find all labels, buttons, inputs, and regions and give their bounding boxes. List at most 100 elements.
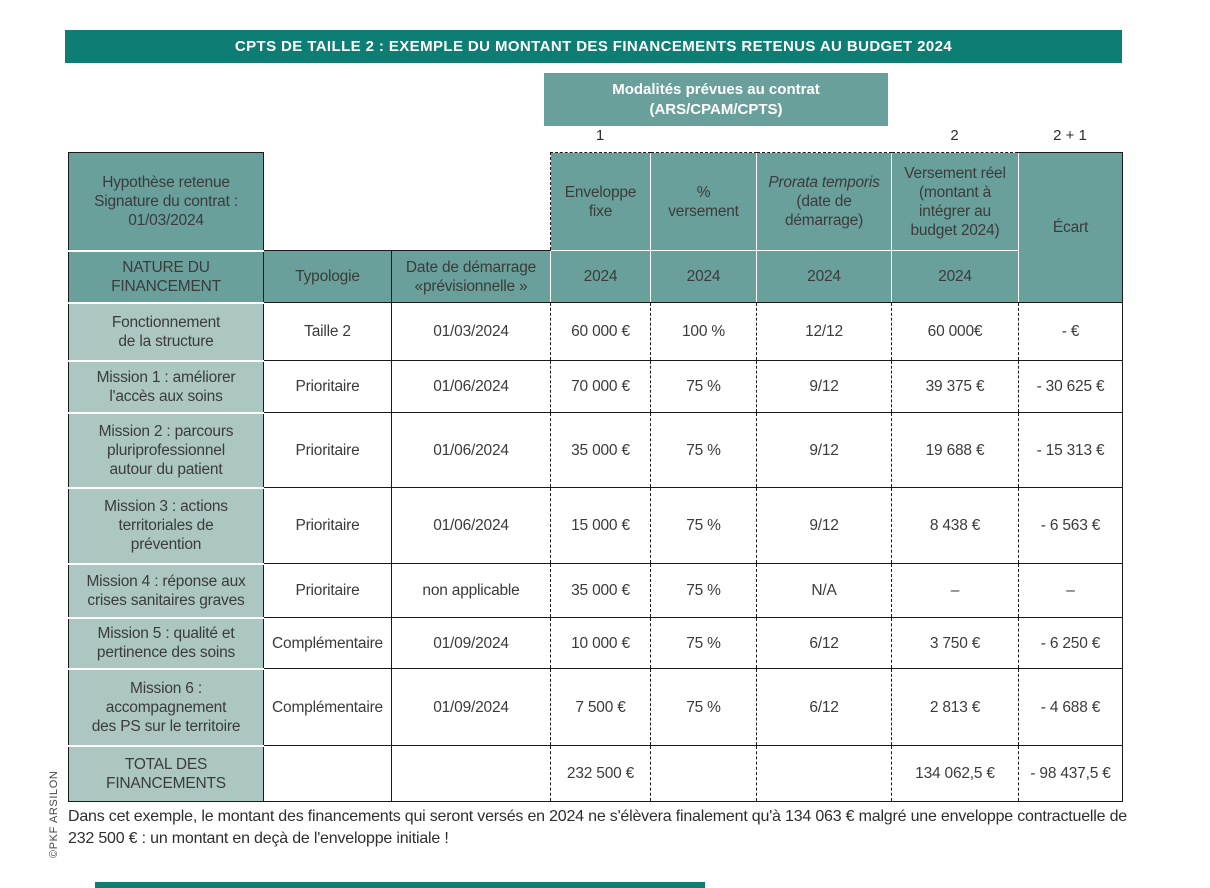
contract-box-line2: (ARS/CPAM/CPTS)	[649, 100, 783, 118]
total-row: TOTAL DES FINANCEMENTS 232 500 € 134 062,5…	[68, 745, 1123, 802]
table-row: Mission 4 : réponse aux crises sanitaire…	[68, 563, 1123, 619]
prorata-temporis-rest: (date de démarrage)	[784, 193, 864, 229]
total-typologie-cell	[263, 745, 392, 802]
header-empty-cell	[264, 153, 551, 251]
pct-versement-header: % versement	[650, 152, 757, 251]
footnote-text: Dans cet exemple, le montant des finance…	[68, 808, 1127, 847]
row-6-enveloppe-cell: 10 000 €	[550, 617, 651, 669]
row-6-nature-cell: Mission 5 : qualité et pertinence des so…	[68, 617, 264, 670]
row-3-pct-cell: 75 %	[650, 412, 757, 488]
row-5-pct-cell: 75 %	[650, 563, 757, 618]
versement-reel-header: Versement réel (montant à intégrer au bu…	[891, 152, 1019, 251]
total-nature-cell: TOTAL DES FINANCEMENTS	[68, 745, 264, 802]
row-6-date-cell: 01/09/2024	[391, 617, 551, 669]
row-2-typologie-cell: Prioritaire	[263, 360, 392, 413]
year-header-enveloppe: 2024	[550, 250, 651, 303]
column-tag-2: 2	[950, 127, 959, 144]
row-1-date-cell: 01/03/2024	[391, 302, 551, 361]
row-4-typologie-cell: Prioritaire	[263, 487, 392, 564]
year-header-prorata: 2024	[756, 250, 892, 303]
prorata-temporis-header: Prorata temporis (date de démarrage)	[756, 152, 892, 251]
row-4-ecart-cell: - 6 563 €	[1018, 487, 1123, 564]
total-enveloppe-cell: 232 500 €	[550, 745, 651, 802]
row-1-typologie-cell: Taille 2	[263, 302, 392, 361]
contract-box-line1: Modalités prévues au contrat	[612, 80, 820, 98]
row-7-prorata-cell: 6/12	[756, 668, 892, 746]
row-1-pct-cell: 100 %	[650, 302, 757, 361]
row-6-typologie-cell: Complémentaire	[263, 617, 392, 669]
copyright-credit: ©PKF ARSILON	[48, 770, 60, 858]
row-2-enveloppe-cell: 70 000 €	[550, 360, 651, 413]
row-3-versement-cell: 19 688 €	[891, 412, 1019, 488]
row-7-pct-cell: 75 %	[650, 668, 757, 746]
row-3-nature-cell: Mission 2 : parcours pluriprofessionnel …	[68, 412, 264, 489]
typologie-header: Typologie	[263, 250, 392, 303]
row-1-ecart-cell: - €	[1018, 302, 1123, 361]
row-6-prorata-cell: 6/12	[756, 617, 892, 669]
header-row-group: Hypothèse retenue Signature du contrat :…	[68, 152, 1123, 303]
bottom-banner-strip	[95, 882, 705, 888]
header-row-years: NATURE DU FINANCEMENT Typologie Date de …	[68, 250, 1123, 304]
row-4-versement-cell: 8 438 €	[891, 487, 1019, 564]
table-row: Mission 5 : qualité et pertinence des so…	[68, 617, 1123, 670]
row-5-nature-cell: Mission 4 : réponse aux crises sanitaire…	[68, 563, 264, 619]
total-date-cell	[391, 745, 551, 802]
row-5-ecart-cell: –	[1018, 563, 1123, 618]
row-7-enveloppe-cell: 7 500 €	[550, 668, 651, 746]
enveloppe-fixe-header: Enveloppe fixe	[550, 152, 651, 251]
nature-financement-header: NATURE DU FINANCEMENT	[68, 250, 264, 304]
table-row: Mission 2 : parcours pluriprofessionnel …	[68, 412, 1123, 489]
prorata-temporis-italic: Prorata temporis	[768, 174, 880, 191]
row-1-nature-cell: Fonctionnement de la structure	[68, 302, 264, 362]
table-row: Mission 1 : améliorer l'accès aux soins P…	[68, 360, 1123, 414]
row-4-pct-cell: 75 %	[650, 487, 757, 564]
ecart-header: Écart	[1018, 152, 1123, 303]
row-2-versement-cell: 39 375 €	[891, 360, 1019, 413]
date-demarrage-header: Date de démarrage «prévisionnelle »	[391, 250, 551, 303]
contract-modalities-box: Modalités prévues au contrat (ARS/CPAM/C…	[544, 73, 888, 126]
row-5-prorata-cell: N/A	[756, 563, 892, 618]
row-3-enveloppe-cell: 35 000 €	[550, 412, 651, 488]
row-7-date-cell: 01/09/2024	[391, 668, 551, 746]
row-6-pct-cell: 75 %	[650, 617, 757, 669]
row-1-enveloppe-cell: 60 000 €	[550, 302, 651, 361]
row-3-date-cell: 01/06/2024	[391, 412, 551, 488]
total-prorata-cell	[756, 745, 892, 802]
row-3-typologie-cell: Prioritaire	[263, 412, 392, 488]
table-row: Mission 6 : accompagnement des PS sur le…	[68, 668, 1123, 747]
row-1-prorata-cell: 12/12	[756, 302, 892, 361]
row-2-nature-cell: Mission 1 : améliorer l'accès aux soins	[68, 360, 264, 414]
row-5-date-cell: non applicable	[391, 563, 551, 618]
row-6-versement-cell: 3 750 €	[891, 617, 1019, 669]
table-row: Mission 3 : actions territoriales de pré…	[68, 487, 1123, 565]
row-4-enveloppe-cell: 15 000 €	[550, 487, 651, 564]
total-pct-cell	[650, 745, 757, 802]
row-7-typologie-cell: Complémentaire	[263, 668, 392, 746]
table-row: Fonctionnement de la structure Taille 2 01…	[68, 302, 1123, 362]
hypothesis-header-cell: Hypothèse retenue Signature du contrat :…	[68, 152, 264, 252]
row-2-prorata-cell: 9/12	[756, 360, 892, 413]
title-banner: CPTS DE TAILLE 2 : EXEMPLE DU MONTANT DE…	[65, 30, 1122, 63]
row-5-enveloppe-cell: 35 000 €	[550, 563, 651, 618]
column-tag-2plus1: 2 + 1	[1053, 127, 1087, 144]
row-6-ecart-cell: - 6 250 €	[1018, 617, 1123, 669]
row-1-versement-cell: 60 000€	[891, 302, 1019, 361]
row-4-nature-cell: Mission 3 : actions territoriales de pré…	[68, 487, 264, 565]
row-7-nature-cell: Mission 6 : accompagnement des PS sur le…	[68, 668, 264, 747]
row-4-date-cell: 01/06/2024	[391, 487, 551, 564]
row-2-pct-cell: 75 %	[650, 360, 757, 413]
row-3-ecart-cell: - 15 313 €	[1018, 412, 1123, 488]
row-5-versement-cell: –	[891, 563, 1019, 618]
column-tag-1: 1	[595, 127, 605, 144]
row-4-prorata-cell: 9/12	[756, 487, 892, 564]
total-ecart-cell: - 98 437,5 €	[1018, 745, 1123, 802]
year-header-versement: 2024	[891, 250, 1019, 303]
financing-table: Hypothèse retenue Signature du contrat :…	[68, 152, 1123, 802]
row-2-date-cell: 01/06/2024	[391, 360, 551, 413]
row-5-typologie-cell: Prioritaire	[263, 563, 392, 618]
total-versement-cell: 134 062,5 €	[891, 745, 1019, 802]
year-header-pct: 2024	[650, 250, 757, 303]
row-3-prorata-cell: 9/12	[756, 412, 892, 488]
row-7-versement-cell: 2 813 €	[891, 668, 1019, 746]
